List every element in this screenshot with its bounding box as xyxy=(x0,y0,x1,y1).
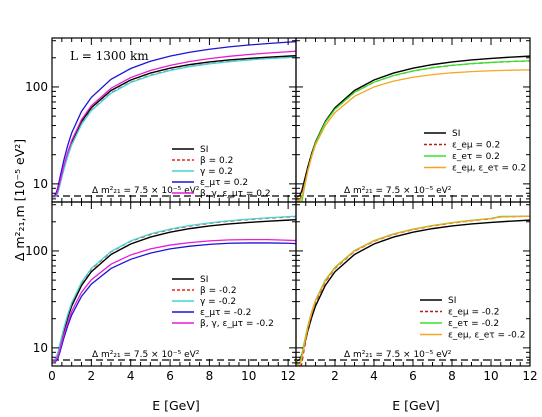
x-tick-label: 12 xyxy=(522,369,537,383)
x-tick-label: 8 xyxy=(448,369,456,383)
panel-top-left: Δ m²₂₁ = 7.5 × 10⁻⁵ eV² 10 100 SIβ = 0.2γ =… xyxy=(25,37,297,203)
legend-label: β = -0.2 xyxy=(200,286,237,296)
legend-label: β, γ, ε_μτ = -0.2 xyxy=(200,319,274,329)
panel-top-right: Δ m²₂₁ = 7.5 × 10⁻⁵ eV² SI ε_eμ = 0.2ε_eτ … xyxy=(295,37,531,203)
legend-label: ε_eμ, ε_eτ = 0.2 xyxy=(452,164,526,174)
series-line-0 xyxy=(52,55,296,198)
series-line-4 xyxy=(52,50,296,198)
legend-label: ε_eμ = 0.2 xyxy=(452,141,500,151)
series-line-2 xyxy=(52,56,296,198)
y-axis-label: Δ m²₂₁,m [10⁻⁵ eV²] xyxy=(12,139,27,261)
series-line-3 xyxy=(52,242,296,362)
legend-label: SI xyxy=(448,296,456,306)
legend-label: β, γ, ε_μτ = 0.2 xyxy=(200,189,271,199)
series-line-1 xyxy=(52,56,296,198)
legend-label: ε_eμ, ε_eτ = -0.2 xyxy=(448,331,526,341)
legend-label: γ = 0.2 xyxy=(200,167,233,177)
baseline-annotation: Δ m²₂₁ = 7.5 × 10⁻⁵ eV² xyxy=(344,350,452,360)
series-line-2 xyxy=(52,215,296,361)
y-tick-label: 10 xyxy=(33,341,48,355)
legend-label: SI xyxy=(200,275,208,285)
x-tick-label: 6 xyxy=(166,369,174,383)
panel-bottom-right: Δ m²₂₁ = 7.5 × 10⁻⁵ eV² 2 4 6 8 10 12 SI ε_eμ = … xyxy=(295,201,538,383)
baseline-annotation: Δ m²₂₁ = 7.5 × 10⁻⁵ eV² xyxy=(92,186,200,196)
baseline-annotation: Δ m²₂₁ = 7.5 × 10⁻⁵ eV² xyxy=(92,350,200,360)
x-axis-label-right: E [GeV] xyxy=(392,398,440,413)
x-tick-label: 12 xyxy=(280,369,295,383)
legend-label: β = 0.2 xyxy=(200,156,233,166)
series-line-1 xyxy=(296,60,530,202)
baseline-length-annotation: L = 1300 km xyxy=(70,49,149,63)
legend: SI ε_eμ = -0.2ε_eτ = -0.2 ε_eμ, ε_eτ = -0.… xyxy=(420,296,526,341)
legend: SIβ = -0.2γ = -0.2ε_μτ = -0.2β, γ, ε_μτ … xyxy=(172,275,274,329)
series-line-0 xyxy=(296,55,530,198)
series-line-4 xyxy=(52,238,296,362)
y-tick-label: 100 xyxy=(25,244,48,258)
legend: SIβ = 0.2γ = 0.2ε_μτ = 0.2β, γ, ε_μτ = 0… xyxy=(172,145,271,199)
legend-label: SI xyxy=(200,145,208,155)
series-line-2 xyxy=(296,60,530,202)
x-tick-label: 0 xyxy=(48,369,56,383)
x-tick-label: 2 xyxy=(88,369,96,383)
series-line-3 xyxy=(296,69,530,202)
legend: SI ε_eμ = 0.2ε_eτ = 0.2 ε_eμ, ε_eτ = 0.2 xyxy=(424,129,526,174)
x-axis-label-left: E [GeV] xyxy=(152,398,200,413)
panel-frame xyxy=(295,201,531,367)
legend-label: ε_eμ = -0.2 xyxy=(448,308,499,318)
legend-label: ε_μτ = 0.2 xyxy=(200,178,248,188)
x-tick-label: 4 xyxy=(370,369,378,383)
x-tick-label: 4 xyxy=(127,369,135,383)
baseline-annotation: Δ m²₂₁ = 7.5 × 10⁻⁵ eV² xyxy=(344,186,452,196)
y-tick-label: 100 xyxy=(25,80,48,94)
x-tick-label: 10 xyxy=(241,369,256,383)
legend-label: SI xyxy=(452,129,460,139)
legend-label: ε_eτ = 0.2 xyxy=(452,152,500,162)
x-tick-label: 8 xyxy=(206,369,214,383)
x-tick-label: 10 xyxy=(483,369,498,383)
legend-label: ε_eτ = -0.2 xyxy=(448,319,499,329)
x-tick-label: 2 xyxy=(331,369,339,383)
legend-label: ε_μτ = -0.2 xyxy=(200,308,251,318)
series-line-1 xyxy=(296,215,530,366)
series-line-2 xyxy=(296,215,530,366)
legend-label: γ = -0.2 xyxy=(200,297,236,307)
series-line-3 xyxy=(296,215,530,366)
x-tick-label: 6 xyxy=(409,369,417,383)
y-tick-label: 10 xyxy=(33,177,48,191)
